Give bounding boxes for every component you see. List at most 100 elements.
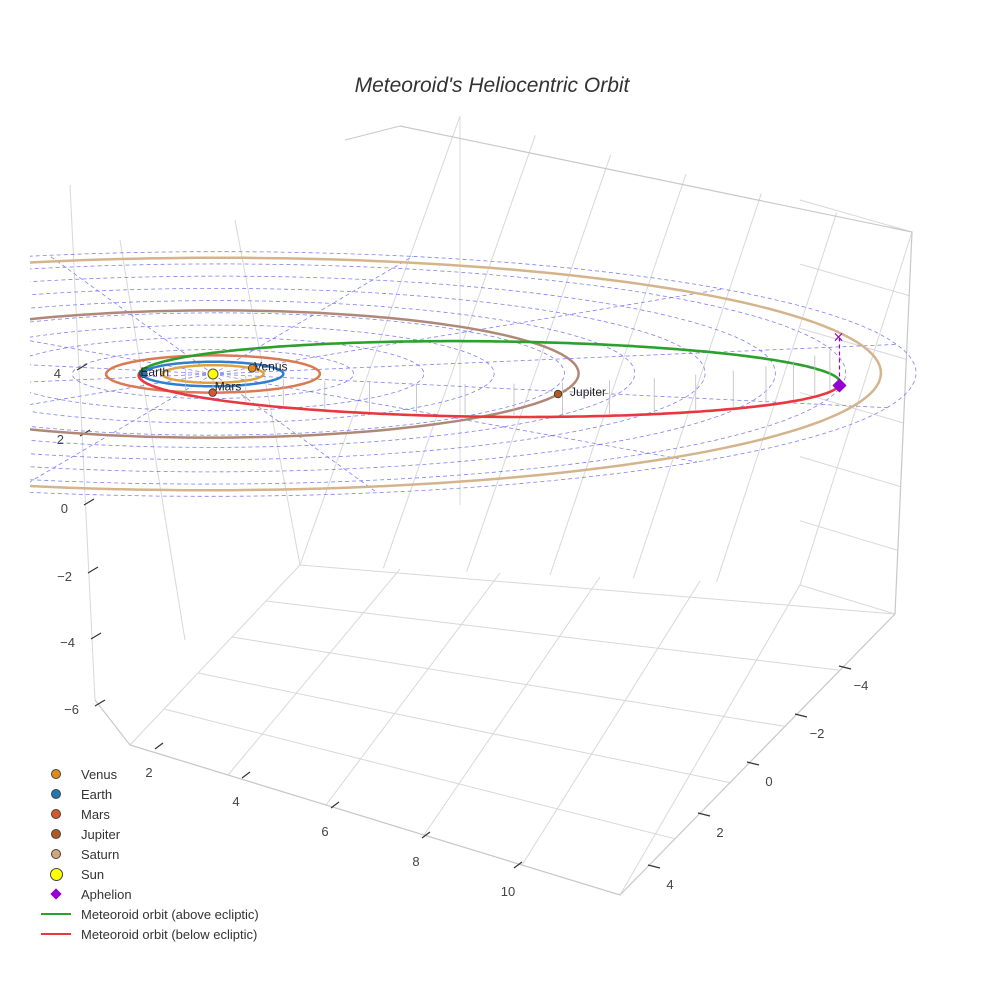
z-tick-label: −6 [64, 702, 79, 717]
orbit-below-ecliptic [137, 371, 840, 419]
y-tick-label: −4 [854, 678, 869, 693]
legend-label: Meteoroid orbit (above ecliptic) [81, 906, 259, 922]
grid-line [234, 219, 301, 566]
ecliptic-spoke [30, 373, 214, 383]
z-tick-label: 0 [61, 501, 68, 516]
planet-earth [139, 369, 148, 378]
ecliptic-spoke [212, 343, 897, 375]
ecliptic-spoke [212, 373, 698, 463]
grid-line [325, 572, 501, 806]
planet-jupiter [553, 389, 563, 399]
grid-line [632, 193, 762, 579]
ecliptic-ring [30, 251, 917, 497]
legend-marker [41, 913, 71, 915]
grid-line [799, 327, 907, 360]
legend-swatch [34, 844, 78, 864]
x-tick-label: 10 [501, 884, 515, 899]
x-tick [513, 861, 523, 869]
grid-line [299, 564, 896, 615]
box-edge [94, 125, 913, 896]
y-tick [647, 864, 661, 869]
ecliptic-spoke [30, 373, 214, 405]
y-tick-label: 4 [666, 877, 673, 892]
grid-line [163, 708, 676, 840]
ecliptic-grid [30, 251, 917, 497]
y-tick-label: 2 [716, 825, 723, 840]
legend-swatch [34, 904, 78, 924]
y-tick [746, 761, 760, 766]
x-tick-label: 6 [321, 824, 328, 839]
legend-item[interactable]: Meteoroid orbit (above ecliptic) [34, 904, 259, 924]
orbit-jupiter [30, 309, 580, 439]
planet-mars [208, 388, 217, 397]
grid-line [299, 115, 461, 566]
legend-swatch [34, 924, 78, 944]
x-tick-label: 2 [145, 765, 152, 780]
ecliptic-spoke [30, 364, 214, 375]
legend-marker [41, 933, 71, 935]
ecliptic-spoke [212, 373, 378, 494]
legend-item[interactable]: Mars [34, 804, 259, 824]
legend-label: Sun [81, 866, 105, 882]
aphelion-projection-marker: × [833, 329, 845, 345]
y-tick [838, 665, 852, 670]
grid-line [466, 154, 612, 572]
y-tick [697, 812, 711, 817]
legend-swatch [34, 864, 78, 884]
z-tick [90, 632, 102, 640]
legend-swatch [34, 764, 78, 784]
scene-box [69, 115, 913, 896]
ecliptic-spoke [48, 254, 214, 375]
legend-item[interactable]: Earth [34, 784, 259, 804]
grid-line [619, 584, 801, 896]
grid-line [716, 212, 838, 582]
planet-orbits [30, 256, 883, 492]
grid-line [119, 239, 186, 641]
grid-line [129, 564, 301, 746]
grid-line [799, 456, 901, 488]
legend-marker [51, 809, 61, 819]
grid-line [382, 135, 536, 569]
orbit-above-ecliptic [138, 339, 842, 387]
z-tick [76, 363, 88, 371]
orbit-saturn [30, 256, 883, 492]
grid-line [231, 636, 786, 727]
legend-item[interactable]: Venus [34, 764, 259, 784]
ecliptic-spoke [30, 340, 214, 375]
legend-marker [49, 867, 63, 881]
legend-item[interactable]: Aphelion [34, 884, 259, 904]
legend-marker [51, 829, 61, 839]
grid-line [799, 199, 913, 233]
meteoroid-orbit: × [137, 329, 847, 419]
axes: −6 −4 −2 0 2 4 2 4 6 8 10 −4 −2 0 2 4 [54, 363, 869, 899]
z-tick [94, 699, 106, 707]
z-tick-label: 4 [54, 366, 61, 381]
legend-item[interactable]: Meteoroid orbit (below ecliptic) [34, 924, 259, 944]
legend-marker [51, 769, 61, 779]
x-tick-label: 4 [232, 794, 239, 809]
legend-swatch [34, 884, 78, 904]
legend-label: Saturn [81, 846, 120, 862]
grid-line [521, 580, 701, 866]
ecliptic-ring [30, 300, 636, 448]
legend-marker [51, 789, 61, 799]
box-edge [344, 125, 401, 141]
orbit-earth [141, 360, 285, 388]
legend-item[interactable]: Saturn [34, 844, 259, 864]
legend-item[interactable]: Sun [34, 864, 259, 884]
ecliptic-ring [30, 263, 846, 485]
orbit-venus [161, 363, 265, 385]
legend-swatch [34, 804, 78, 824]
legend-label: Earth [81, 786, 113, 802]
legend[interactable]: Venus Earth Mars Jupiter Saturn Sun Aphelion Me… [34, 764, 259, 944]
y-tick [794, 713, 808, 718]
z-tick [87, 566, 99, 574]
legend-label: Mars [81, 806, 110, 822]
chart-title: Meteoroid's Heliocentric Orbit [354, 74, 630, 97]
planet-label-venus: Venus [254, 359, 287, 373]
legend-item[interactable]: Jupiter [34, 824, 259, 844]
bodies: Venus Earth Mars Jupiter [139, 359, 606, 399]
x-tick [241, 771, 251, 779]
legend-label: Aphelion [81, 886, 132, 902]
